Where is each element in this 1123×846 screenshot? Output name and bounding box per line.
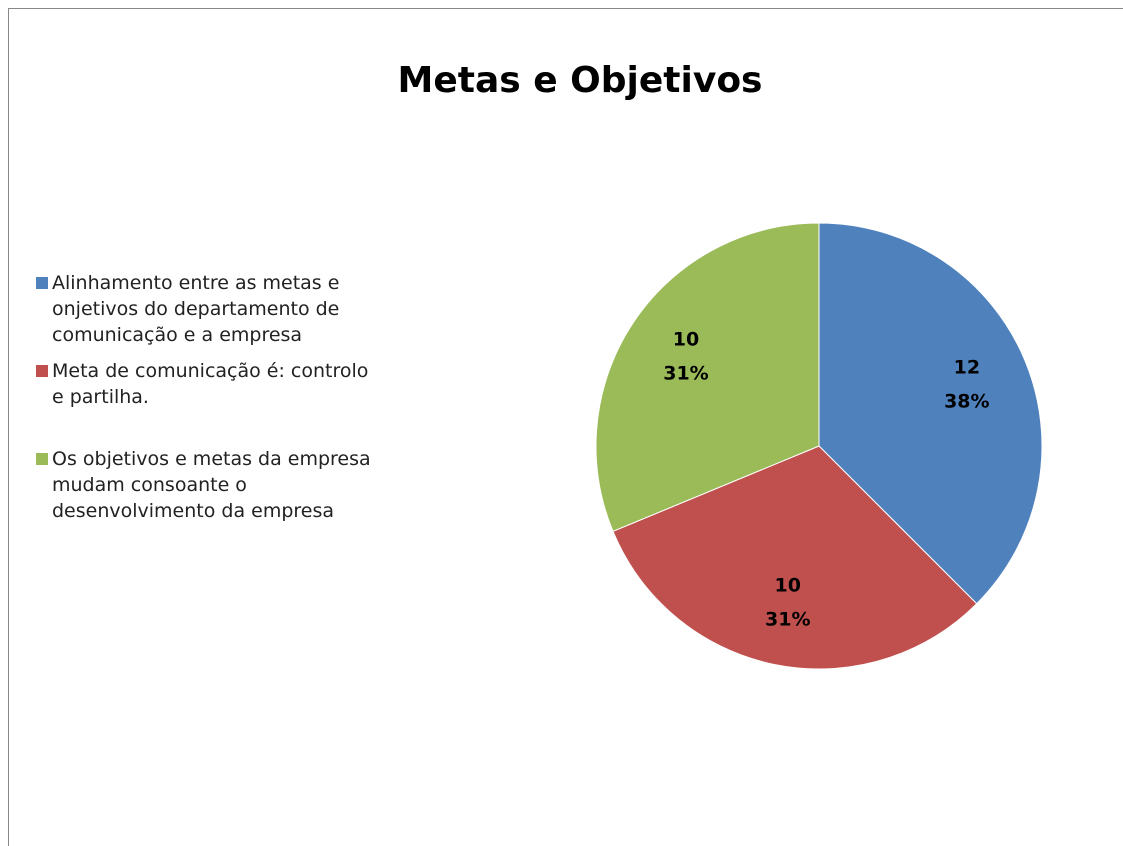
legend-swatch xyxy=(36,453,48,465)
legend-swatch xyxy=(36,365,48,377)
legend-label: Meta de comunicação é: controlo e partil… xyxy=(52,360,369,408)
legend-label: Alinhamento entre as metas e onjetivos d… xyxy=(52,272,340,346)
pie-slice xyxy=(612,445,978,670)
pie-slice xyxy=(595,222,820,532)
legend-item: Meta de comunicação é: controlo e partil… xyxy=(36,358,386,410)
data-label: 10 xyxy=(775,574,801,596)
pie-slice xyxy=(818,222,1043,605)
legend: Alinhamento entre as metas e onjetivos d… xyxy=(36,270,386,534)
chart-title: Metas e Objetivos xyxy=(398,60,763,101)
chart-frame xyxy=(8,8,1123,846)
legend-item: Alinhamento entre as metas e onjetivos d… xyxy=(36,270,386,348)
legend-item: Os objetivos e metas da empresa mudam co… xyxy=(36,446,386,524)
percent-label: 31% xyxy=(663,363,708,385)
legend-label: Os objetivos e metas da empresa mudam co… xyxy=(52,448,371,522)
data-label: 10 xyxy=(673,329,699,351)
percent-label: 31% xyxy=(765,608,810,630)
data-label: 12 xyxy=(954,356,980,378)
legend-swatch xyxy=(36,277,48,289)
percent-label: 38% xyxy=(944,390,989,412)
